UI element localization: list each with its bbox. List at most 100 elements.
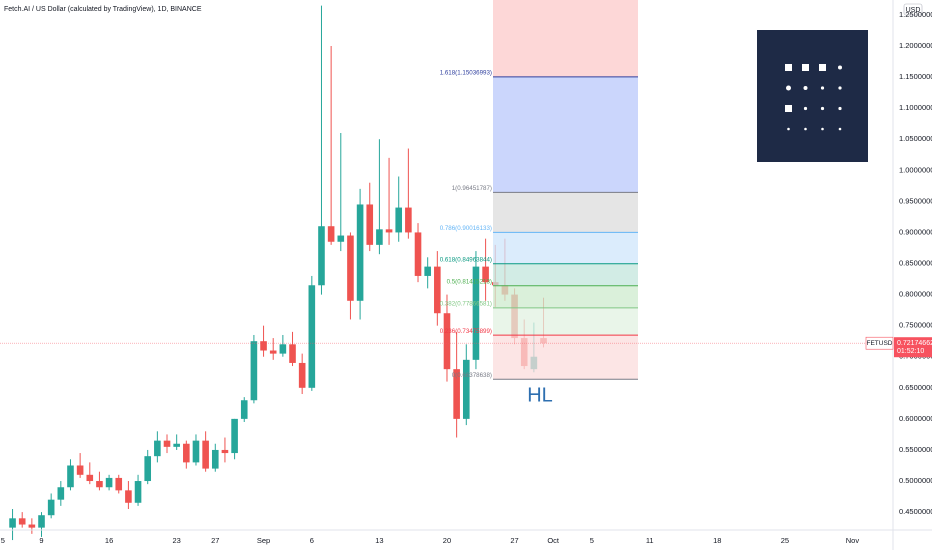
annotation: HL xyxy=(527,384,553,406)
candle-body xyxy=(76,465,84,475)
logo-dot xyxy=(820,106,825,111)
y-tick-label: 1.15000000 xyxy=(899,72,932,81)
y-tick-label: 0.65000000 xyxy=(899,383,932,392)
candle-body xyxy=(221,449,229,454)
candle-body xyxy=(414,232,422,276)
candle-body xyxy=(163,440,171,447)
logo-dot xyxy=(804,127,807,131)
candle-body xyxy=(240,400,248,419)
y-tick-label: 0.95000000 xyxy=(899,196,932,205)
candle-body xyxy=(105,477,113,488)
fib-label: 0.618(0.84963844) xyxy=(440,256,492,263)
candle-body xyxy=(202,440,209,469)
logo-dot xyxy=(785,105,792,112)
logo-dot xyxy=(820,86,825,90)
candle-body xyxy=(385,229,393,233)
logo-dot xyxy=(838,65,842,70)
x-tick-label: Oct xyxy=(547,536,560,545)
fib-zone xyxy=(493,335,638,380)
candle-body xyxy=(28,524,36,528)
candle-body xyxy=(86,474,94,482)
fib-zone xyxy=(493,285,638,308)
fib-zone xyxy=(493,307,638,336)
logo-dot xyxy=(803,106,808,111)
logo-dot xyxy=(803,86,808,90)
logo-dot xyxy=(838,106,842,111)
logo-dot xyxy=(821,127,824,131)
candle-body xyxy=(289,344,296,363)
logo xyxy=(757,30,868,162)
x-tick-label: 9 xyxy=(39,536,43,545)
y-tick-label: 0.55000000 xyxy=(899,445,932,454)
candle-body xyxy=(405,207,412,233)
candle-body xyxy=(211,449,219,469)
candle-body xyxy=(260,341,267,351)
y-tick-label: 0.60000000 xyxy=(899,414,932,423)
candle-body xyxy=(472,266,480,360)
x-tick-label: Nov xyxy=(846,536,860,545)
fib-label: 0.236(0.73475899) xyxy=(440,328,492,335)
x-tick-label: 6 xyxy=(310,536,314,545)
logo-dot xyxy=(802,64,809,71)
y-tick-label: 0.50000000 xyxy=(899,476,932,485)
fib-zone xyxy=(493,263,638,286)
logo-dot xyxy=(819,64,826,71)
symbol-badge xyxy=(865,336,894,350)
y-tick-label: 0.85000000 xyxy=(899,258,932,267)
fib-zone xyxy=(493,192,638,233)
logo-dot xyxy=(787,127,790,131)
candle-body xyxy=(144,456,152,482)
candle-body xyxy=(38,515,45,528)
fib-label: 0.786(0.90016133) xyxy=(440,225,492,232)
fib-zone xyxy=(493,76,638,193)
candle-body xyxy=(250,341,258,401)
x-tick-label: 27 xyxy=(510,536,518,545)
fib-label: 0.382(0.77866581) xyxy=(440,300,492,307)
symbol-label: FETUSD xyxy=(867,340,893,347)
candle-body xyxy=(347,235,354,301)
candle-body xyxy=(366,204,374,245)
candle-body xyxy=(376,229,383,245)
candle-body xyxy=(279,344,287,354)
x-tick-label: 27 xyxy=(211,536,219,545)
candle-body xyxy=(18,518,26,525)
logo-dot xyxy=(786,85,791,91)
y-tick-label: 1.05000000 xyxy=(899,134,932,143)
logo-dot xyxy=(838,127,842,131)
x-tick-label: 11 xyxy=(646,536,654,545)
candle-body xyxy=(453,369,460,419)
candle-body xyxy=(47,499,55,516)
candle-body xyxy=(443,313,451,370)
x-tick-label: 13 xyxy=(375,536,383,545)
candle-body xyxy=(134,481,142,503)
candle-body xyxy=(67,465,74,488)
x-tick-label: 20 xyxy=(443,536,451,545)
candle-body xyxy=(57,487,65,500)
fib-zone xyxy=(493,0,638,77)
fib-label: 1.618(1.15036993) xyxy=(440,69,492,76)
candle-body xyxy=(308,285,316,388)
candle-body xyxy=(125,490,132,503)
fib-zone xyxy=(493,232,638,264)
fib-label: 0.5(0.81415213) xyxy=(447,278,492,285)
fib-label: 1(0.96451787) xyxy=(452,185,492,192)
candle-body xyxy=(482,266,489,283)
candle-body xyxy=(269,350,277,354)
candle-body xyxy=(183,443,190,463)
countdown: 01:52:10 xyxy=(897,348,924,355)
logo-dot xyxy=(785,64,792,71)
currency-badge[interactable] xyxy=(903,3,923,16)
y-tick-label: 1.00000000 xyxy=(899,165,932,174)
candle-body xyxy=(115,477,123,491)
last-price-label: 0.72174662 xyxy=(897,340,932,347)
candle-body xyxy=(173,443,180,447)
y-tick-label: 0.90000000 xyxy=(899,227,932,236)
y-tick-label: 0.80000000 xyxy=(899,290,932,299)
candle-body xyxy=(96,481,103,488)
candle-body xyxy=(395,207,403,233)
x-tick-label: 23 xyxy=(172,536,180,545)
candle-body xyxy=(298,362,306,388)
candle-body xyxy=(327,226,335,242)
candle-body xyxy=(231,418,238,454)
